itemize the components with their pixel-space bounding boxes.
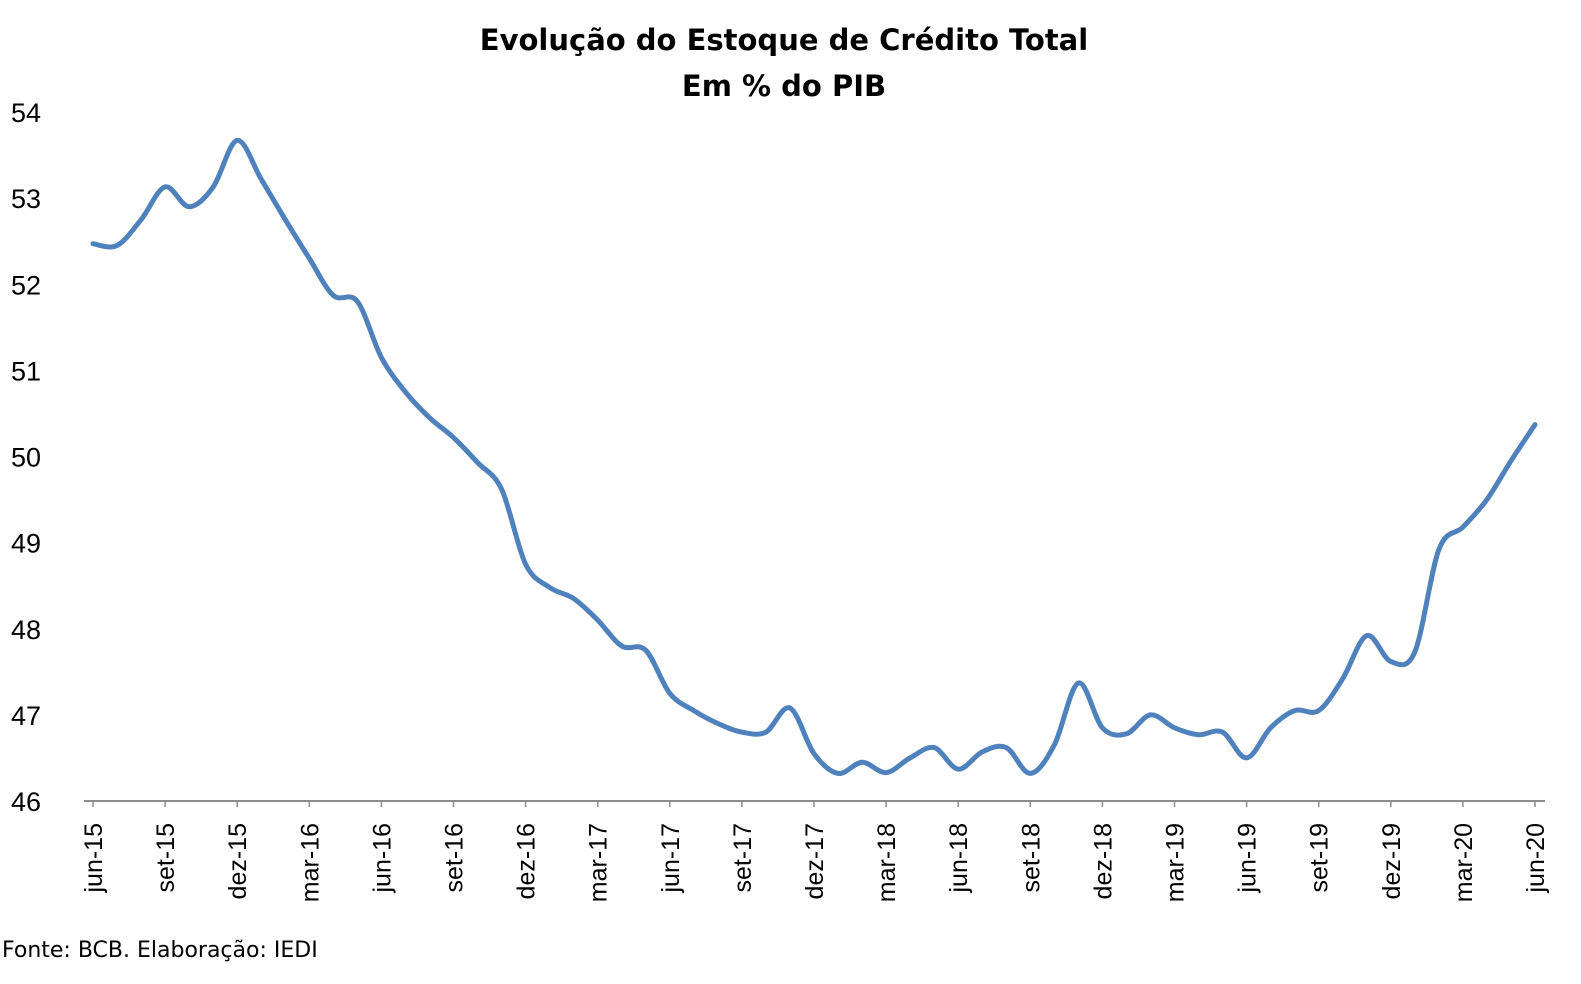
- data-point: [763, 730, 768, 735]
- x-tick-label: mar-19: [1162, 823, 1190, 902]
- y-tick-label: 47: [11, 701, 41, 731]
- data-point: [1460, 525, 1465, 530]
- data-point: [836, 771, 841, 776]
- data-point: [715, 721, 720, 726]
- y-tick-label: 51: [11, 356, 41, 386]
- data-point: [187, 204, 192, 209]
- x-tick-label: jun-18: [945, 823, 973, 894]
- x-axis: jun-15 set-15 dez-15 mar-16 jun-16 set-16 dez-…: [80, 801, 1550, 902]
- y-tick-label: 46: [11, 787, 41, 817]
- data-point: [307, 256, 312, 261]
- data-point: [1028, 771, 1033, 776]
- data-point: [884, 770, 889, 775]
- data-point: [908, 755, 913, 760]
- x-tick-label: set-15: [152, 823, 180, 892]
- data-point: [1052, 743, 1057, 748]
- y-axis: 46 47 48 49 50 51 52 53 54: [11, 98, 41, 817]
- data-point: [1533, 422, 1538, 427]
- x-tick-label: set-16: [441, 823, 469, 892]
- source-note: Fonte: BCB. Elaboração: IEDI: [2, 938, 318, 963]
- data-point: [115, 243, 120, 248]
- data-point: [1124, 731, 1129, 736]
- data-point: [1340, 676, 1345, 681]
- x-tick-label: mar-17: [585, 823, 613, 902]
- x-tick-label: mar-20: [1450, 823, 1478, 902]
- y-tick-label: 48: [11, 615, 41, 645]
- data-point: [475, 460, 480, 465]
- data-point: [499, 487, 504, 492]
- data-point: [980, 749, 985, 754]
- x-tick-label: dez-19: [1378, 823, 1406, 899]
- chart-title: Evolução do Estoque de Crédito Total: [480, 23, 1088, 57]
- y-tick-label: 49: [11, 529, 41, 559]
- x-tick-label: set-19: [1306, 823, 1334, 892]
- data-point: [91, 241, 96, 246]
- data-point: [1220, 730, 1225, 735]
- x-tick-label: jun-20: [1522, 823, 1550, 894]
- data-point: [1412, 650, 1417, 655]
- data-point: [1316, 708, 1321, 713]
- x-tick-label: mar-16: [296, 823, 324, 902]
- x-tick-label: jun-19: [1234, 823, 1262, 894]
- data-point: [1508, 458, 1513, 463]
- data-point: [1172, 725, 1177, 730]
- data-point: [860, 760, 865, 765]
- x-tick-label: dez-18: [1089, 823, 1117, 899]
- data-point: [1292, 708, 1297, 713]
- x-tick-label: dez-15: [224, 823, 252, 899]
- chart-subtitle: Em % do PIB: [682, 69, 886, 103]
- data-point: [355, 299, 360, 304]
- data-point: [283, 217, 288, 222]
- data-point: [643, 648, 648, 653]
- data-point: [932, 745, 937, 750]
- x-tick-label: mar-18: [873, 823, 901, 902]
- data-point: [1148, 712, 1153, 717]
- x-tick-label: jun-15: [80, 823, 108, 894]
- data-point: [787, 705, 792, 710]
- data-point: [812, 751, 817, 756]
- data-point: [1244, 755, 1249, 760]
- x-tick-label: dez-17: [801, 823, 829, 899]
- data-point: [1268, 725, 1273, 730]
- data-point: [1388, 659, 1393, 664]
- data-point: [1484, 497, 1489, 502]
- data-point: [1196, 732, 1201, 737]
- y-tick-label: 52: [11, 270, 41, 300]
- data-point: [956, 767, 961, 772]
- y-tick-label: 54: [11, 98, 41, 128]
- data-points: [91, 138, 1538, 776]
- x-tick-label: set-18: [1017, 823, 1045, 892]
- data-point: [1004, 745, 1009, 750]
- data-point: [547, 585, 552, 590]
- data-point: [667, 691, 672, 696]
- x-tick-label: set-17: [729, 823, 757, 892]
- data-point: [331, 293, 336, 298]
- y-tick-label: 50: [11, 443, 41, 473]
- data-point: [691, 708, 696, 713]
- data-point: [619, 643, 624, 648]
- data-point: [139, 217, 144, 222]
- data-point: [571, 596, 576, 601]
- y-tick-label: 53: [11, 184, 41, 214]
- data-point: [1364, 633, 1369, 638]
- x-tick-label: jun-17: [657, 823, 685, 894]
- data-point: [523, 562, 528, 567]
- data-point: [451, 435, 456, 440]
- data-point: [1100, 725, 1105, 730]
- data-point: [1076, 681, 1081, 686]
- data-point: [739, 730, 744, 735]
- data-point: [1436, 547, 1441, 552]
- data-point: [595, 618, 600, 623]
- data-point: [379, 355, 384, 360]
- data-point: [403, 389, 408, 394]
- series-line-credit-stock: [90, 137, 1538, 776]
- data-point: [427, 415, 432, 420]
- x-tick-label: dez-16: [513, 823, 541, 899]
- data-point: [211, 184, 216, 189]
- data-point: [235, 138, 240, 143]
- x-tick-label: jun-16: [368, 823, 396, 894]
- data-point: [163, 184, 168, 189]
- data-point: [259, 177, 264, 182]
